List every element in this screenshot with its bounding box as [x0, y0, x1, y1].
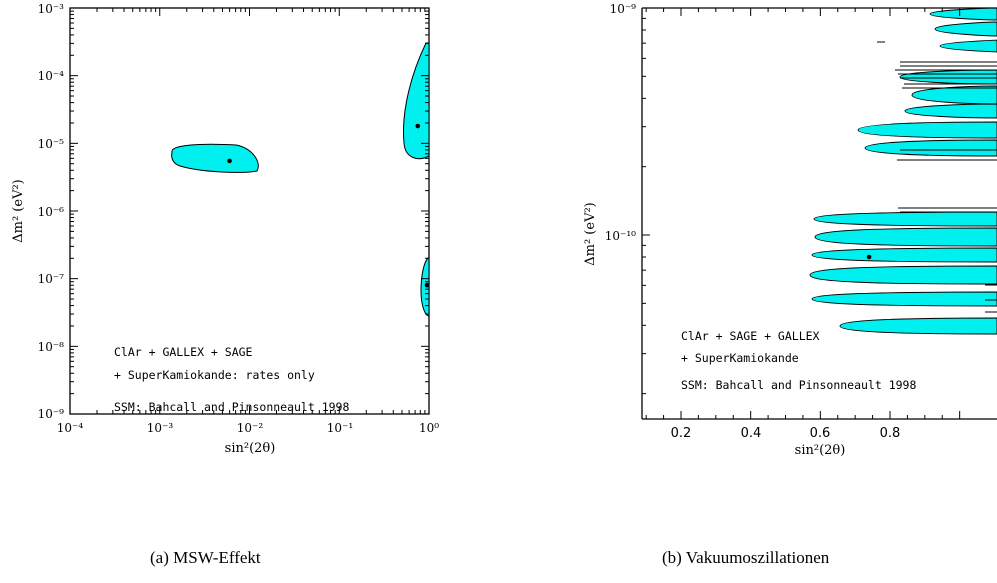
panel-b-allowed-stripe — [939, 39, 997, 53]
panel-a-xtick-label: 10⁻² — [237, 421, 264, 435]
panel-b-allowed-stripe — [814, 227, 997, 247]
panel-a-best-fit-point — [424, 282, 430, 288]
panel-a-best-fit-point — [227, 158, 232, 164]
panel-a-ytick-label: 10⁻⁴ — [38, 69, 65, 83]
panel-b-allowed-stripe — [813, 211, 997, 227]
panel-a-large-angle-region — [403, 42, 430, 160]
panel-b-allowed-stripe — [911, 85, 997, 105]
panel-b-allowed-stripe — [899, 69, 997, 85]
panel-a-ytick-label: 10⁻⁵ — [38, 137, 65, 151]
panel-b-allowed-stripe — [929, 7, 997, 21]
panel-a-xtick-label: 10⁻³ — [147, 421, 174, 435]
panel-b-ytick-label: 10⁻⁹ — [610, 2, 637, 16]
panel-a-small-angle-region — [171, 143, 259, 173]
panel-b-caption: (b) Vakuumoszillationen — [662, 548, 830, 567]
panel-b-best-fit-point — [866, 254, 872, 260]
panel-b-allowed-regions — [809, 7, 997, 335]
panel-a-ytick-label: 10⁻⁷ — [38, 272, 65, 286]
panel-b-xlabel: sin²(2θ) — [795, 443, 846, 458]
panel-a-ytick-label: 10⁻⁹ — [38, 407, 65, 421]
panel-b-allowed-stripe — [934, 21, 997, 37]
panel-b-ytick-label: 10⁻¹⁰ — [605, 229, 636, 243]
panel-b-allowed-stripe — [839, 317, 997, 335]
panel-b-annotation-line-1: ClAr + SAGE + GALLEX — [681, 329, 820, 343]
panel-b-allowed-stripe — [811, 291, 997, 307]
panel-b-allowed-stripe — [809, 265, 997, 285]
panel-b-xtick-label: 0.4 — [741, 426, 762, 441]
panel-a-ylabel: Δm² (eV²) — [11, 179, 26, 243]
panel-b-xtick-label: 0.8 — [880, 426, 901, 441]
panel-a-caption: (a) MSW-Effekt — [150, 548, 261, 567]
panel-b-annotation-line-2: + SuperKamiokande — [681, 351, 799, 365]
panel-a-ytick-label: 10⁻³ — [38, 2, 65, 16]
panel-a-xtick-label: 10⁰ — [419, 421, 439, 435]
panel-a-xtick-label: 10⁻¹ — [327, 421, 353, 435]
panel-a-annotation-line-1: ClAr + GALLEX + SAGE — [114, 345, 253, 359]
panel-a-xtick-label: 10⁻⁴ — [57, 421, 84, 435]
panel-b-xtick-label: 0.2 — [671, 426, 692, 441]
panel-b-allowed-stripe — [904, 103, 997, 119]
panel-b-ylabel: Δm² (eV²) — [583, 202, 598, 266]
panel-a-msw: 10⁻⁴ 10⁻³ 10⁻² 10⁻¹ 10⁰ 10⁻⁹ 10⁻⁸ 10⁻⁷ 1… — [11, 2, 439, 456]
panel-b-xtick-label: 0.6 — [810, 426, 831, 441]
panel-a-ytick-label: 10⁻⁸ — [38, 340, 65, 354]
panel-a-ticks — [69, 7, 430, 415]
panel-b-vacuum: 0.2 0.4 0.6 0.8 10⁻⁹ 10⁻¹⁰ sin²(2θ) Δm² … — [583, 2, 997, 458]
panel-a-best-fit-point — [415, 123, 421, 129]
panel-b-annotation-line-3: SSM: Bahcall and Pinsonneault 1998 — [681, 378, 916, 392]
panel-a-annotation-line-2: + SuperKamiokande: rates only — [114, 368, 315, 382]
panel-b-best-fit-points — [866, 254, 872, 260]
panel-a-best-fit-points — [227, 123, 430, 288]
panel-b-allowed-stripe — [857, 121, 997, 139]
panel-a-xlabel: sin²(2θ) — [225, 441, 276, 456]
panel-b-ticks — [642, 8, 961, 419]
panel-a-ytick-label: 10⁻⁶ — [38, 205, 65, 219]
panel-b-allowed-stripe — [864, 139, 997, 157]
panel-b-allowed-stripe — [811, 247, 997, 263]
panel-a-annotation-line-3: SSM: Bahcall and Pinsonneault 1998 — [114, 400, 349, 414]
